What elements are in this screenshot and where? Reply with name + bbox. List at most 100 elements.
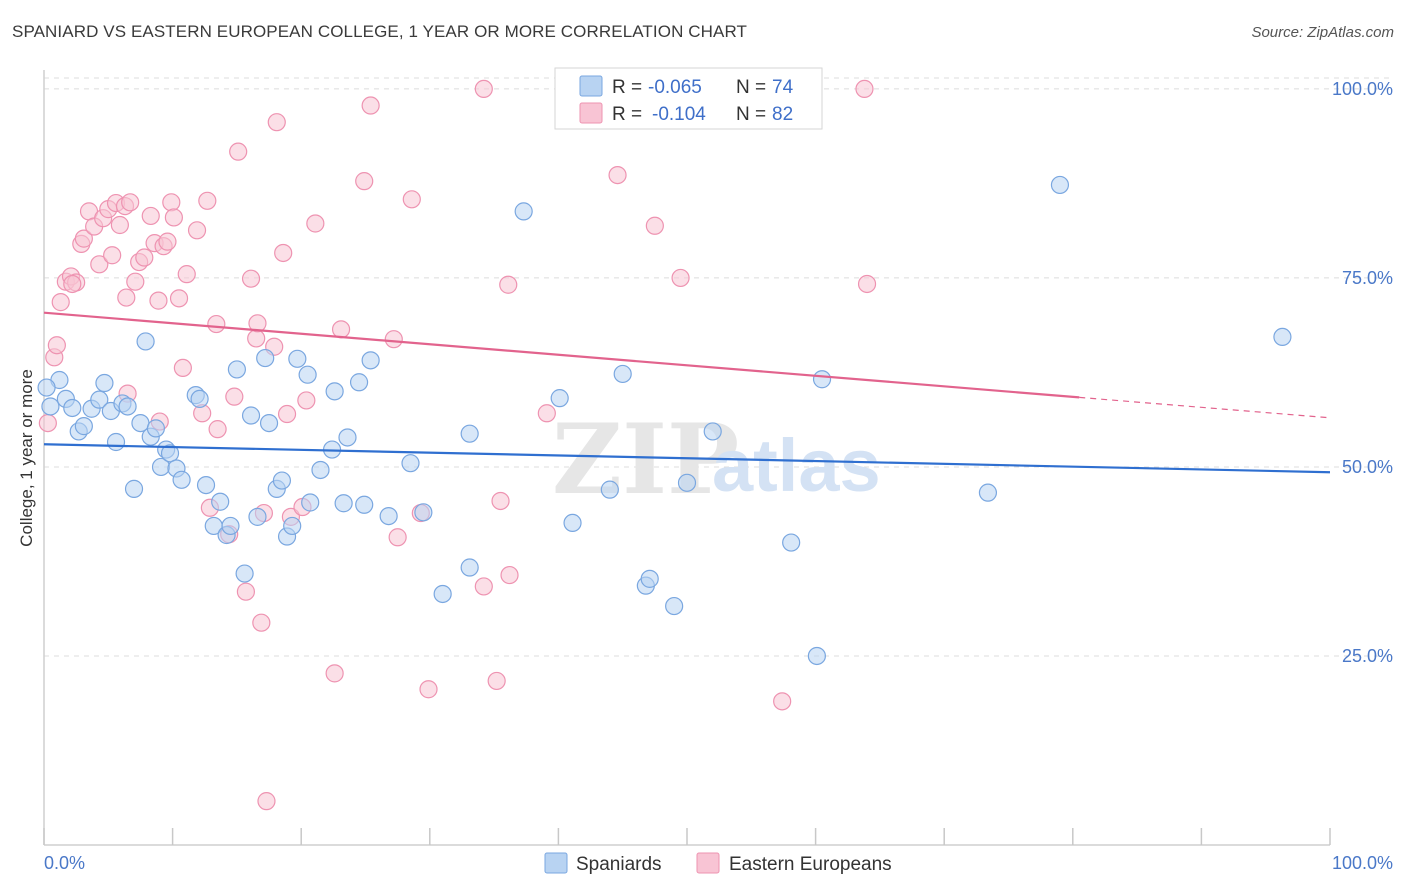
eastern-european-point	[248, 314, 267, 333]
legend-r-label-pink: R =	[612, 104, 642, 125]
spaniard-point	[613, 364, 632, 384]
spaniard-point	[118, 397, 137, 416]
spaniard-point	[433, 584, 452, 604]
eastern-european-point	[306, 214, 325, 233]
spaniard-point	[677, 473, 697, 492]
eastern-european-point	[38, 413, 57, 433]
eastern-european-point	[103, 246, 122, 265]
spaniard-point	[259, 413, 279, 433]
chart-title: SPANIARD VS EASTERN EUROPEAN COLLEGE, 1 …	[12, 22, 748, 41]
eastern-european-point	[384, 330, 403, 349]
eastern-european-point	[487, 671, 506, 691]
spaniard-point	[361, 351, 380, 370]
spaniard-point	[256, 348, 275, 368]
eastern-european-point	[47, 336, 66, 355]
eastern-european-point	[117, 288, 136, 307]
spaniard-point	[600, 480, 619, 499]
spaniard-point	[74, 417, 93, 436]
eastern-european-point	[355, 172, 374, 191]
spaniard-point	[379, 506, 398, 526]
eastern-european-point	[537, 404, 556, 423]
legend-r-value-blue: -0.065	[648, 77, 702, 98]
spaniard-point	[283, 516, 302, 536]
eastern-european-point	[135, 248, 154, 267]
spaniard-point	[106, 432, 126, 452]
spaniard-point	[640, 569, 659, 588]
spaniard-point	[812, 370, 832, 389]
eastern-european-point	[402, 190, 421, 209]
legend-r-label-blue: R =	[612, 77, 642, 98]
data-points	[37, 79, 1292, 811]
eastern-european-point	[491, 491, 510, 511]
x-ticks	[43, 828, 1331, 845]
eastern-european-point	[419, 680, 438, 699]
spaniard-point	[221, 516, 240, 536]
eastern-european-point	[90, 255, 109, 274]
bottom-legend: Spaniards Eastern Europeans	[544, 852, 892, 875]
eastern-european-point	[274, 243, 293, 263]
y-tick-label: 50.0%	[1342, 457, 1393, 477]
legend-n-label-pink: N =	[736, 104, 766, 125]
spaniard-point	[334, 494, 353, 513]
spaniard-point	[460, 558, 479, 577]
eastern-european-point	[110, 215, 129, 235]
eastern-european-point	[198, 191, 217, 210]
eastern-european-point	[121, 193, 140, 212]
spaniard-point	[550, 389, 569, 408]
watermark: ZIP atlas	[552, 403, 881, 516]
spaniard-point	[241, 406, 261, 425]
eastern-european-point	[225, 387, 244, 406]
eastern-european-point	[236, 582, 256, 601]
spaniard-point	[272, 471, 292, 490]
legend-swatch-blue	[579, 75, 603, 97]
spaniard-point	[37, 378, 56, 397]
eastern-european-point	[177, 265, 196, 284]
spaniard-point	[563, 513, 582, 533]
eastern-european-point	[388, 528, 407, 547]
spaniard-point	[146, 419, 165, 438]
spaniard-point	[190, 389, 209, 409]
eastern-european-point	[474, 79, 493, 99]
spaniard-point	[248, 507, 267, 526]
eastern-european-point	[164, 208, 183, 227]
eastern-european-point	[297, 391, 316, 410]
spaniard-point	[414, 503, 433, 522]
spaniard-point	[311, 460, 330, 480]
eastern-european-point	[773, 692, 792, 711]
spaniard-point	[301, 493, 320, 512]
spaniard-point	[298, 365, 317, 384]
spaniard-point	[665, 596, 684, 616]
eastern-european-point	[247, 329, 266, 348]
eastern-european-point	[149, 291, 168, 310]
eastern-europeans-trend-line	[43, 311, 1080, 399]
spaniard-point	[211, 492, 230, 511]
spaniard-point	[703, 422, 722, 441]
eastern-european-point	[474, 577, 493, 596]
eastern-european-point	[74, 229, 93, 248]
source-label: Source: ZipAtlas.com	[1251, 24, 1394, 41]
spaniard-point	[90, 390, 109, 409]
eastern-european-point	[158, 232, 177, 251]
spaniard-point	[355, 495, 374, 514]
spaniard-point	[63, 398, 82, 418]
eastern-european-point	[51, 293, 70, 312]
eastern-european-point	[608, 165, 627, 185]
eastern-european-point	[252, 613, 271, 632]
eastern-european-point	[361, 96, 380, 115]
spaniard-point	[227, 360, 246, 379]
y-tick-label: 25.0%	[1342, 646, 1393, 666]
bottom-legend-swatch-blue	[544, 852, 568, 874]
eastern-european-point	[126, 272, 145, 291]
eastern-european-point	[499, 275, 518, 294]
spaniard-point	[1273, 327, 1292, 347]
y-tick-label: 75.0%	[1342, 268, 1393, 288]
spaniards-trend-line	[43, 443, 1331, 474]
spaniard-point	[338, 428, 357, 447]
spaniard-point	[782, 533, 801, 552]
spaniard-point	[235, 564, 254, 583]
watermark-atlas: atlas	[712, 424, 881, 507]
eastern-europeans-trend-extension	[1079, 396, 1331, 419]
y-tick-label: 100.0%	[1332, 79, 1393, 99]
bottom-legend-label-blue: Spaniards	[576, 854, 662, 875]
spaniard-point	[514, 202, 533, 221]
